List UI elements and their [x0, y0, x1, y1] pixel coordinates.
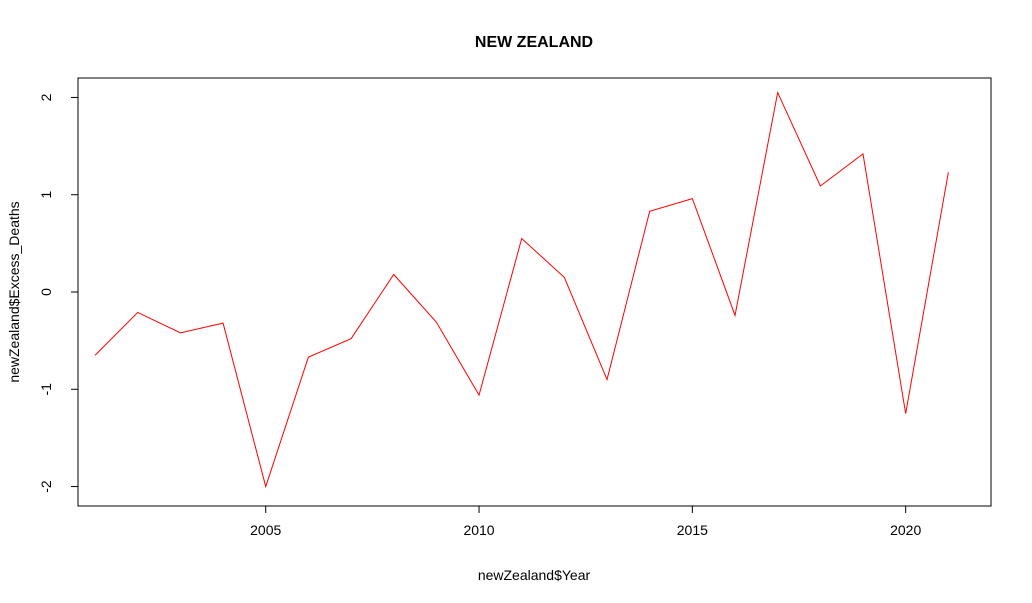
y-tick-label: 2 — [38, 93, 54, 101]
y-tick-label: -2 — [38, 480, 54, 493]
y-tick-label: -1 — [38, 383, 54, 396]
y-tick-label: 0 — [38, 288, 54, 296]
chart-title: NEW ZEALAND — [475, 34, 593, 51]
y-axis: -2 -1 0 1 2 — [38, 93, 78, 493]
y-tick-label: 1 — [38, 191, 54, 199]
plot-box — [77, 77, 992, 507]
x-tick-label: 2020 — [890, 522, 921, 538]
x-tick-label: 2015 — [677, 522, 708, 538]
series-line — [94, 90, 949, 489]
x-tick-label: 2010 — [463, 522, 494, 538]
x-axis: 2005 2010 2015 2020 — [250, 506, 921, 538]
y-axis-label: newZealand$Excess_Deaths — [6, 201, 22, 382]
x-tick-label: 2005 — [250, 522, 281, 538]
x-axis-label: newZealand$Year — [478, 567, 591, 583]
series-layer — [94, 90, 949, 489]
